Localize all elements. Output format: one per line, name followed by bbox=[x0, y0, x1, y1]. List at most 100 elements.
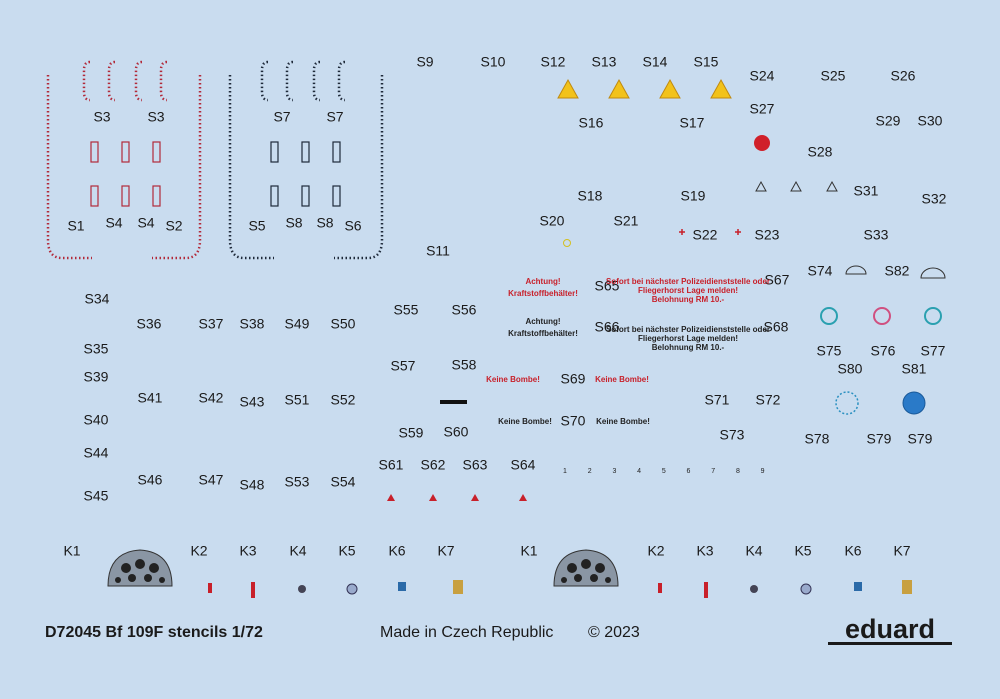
decal-number: S28 bbox=[808, 144, 833, 160]
decal-number: S16 bbox=[579, 115, 604, 131]
decal-number: S4 bbox=[105, 215, 122, 231]
decal-number: S5 bbox=[248, 218, 265, 234]
decal-number: S27 bbox=[750, 101, 775, 117]
sofort-decal: Fliegerhorst Lage melden! bbox=[638, 334, 738, 343]
k-decal-number: K7 bbox=[893, 543, 910, 559]
decal-number: S15 bbox=[694, 54, 719, 70]
decal-number: S50 bbox=[331, 316, 356, 332]
small-triangles bbox=[755, 180, 838, 192]
decal-number: S47 bbox=[199, 472, 224, 488]
decal-number: S61 bbox=[379, 457, 404, 473]
k-decal-number: K3 bbox=[696, 543, 713, 559]
decal-number: S67 bbox=[765, 272, 790, 288]
decal-number: S20 bbox=[540, 213, 565, 229]
achtung-decal: Kraftstoffbehälter! bbox=[508, 289, 578, 298]
row-triangles bbox=[387, 494, 527, 501]
sofort-decal: Belohnung RM 10.- bbox=[652, 343, 725, 352]
decal-number: S39 bbox=[84, 369, 109, 385]
decal-number: S36 bbox=[137, 316, 162, 332]
decal-number: S60 bbox=[444, 424, 469, 440]
decal-number: S1 bbox=[67, 218, 84, 234]
decal-number: S41 bbox=[138, 390, 163, 406]
decal-number: S3 bbox=[147, 109, 164, 125]
decal-number: S79 bbox=[867, 431, 892, 447]
decal-number: S12 bbox=[541, 54, 566, 70]
decal-number: S14 bbox=[643, 54, 668, 70]
decal-number: S13 bbox=[592, 54, 617, 70]
k-decal-number: K4 bbox=[289, 543, 306, 559]
k-decal-number: K6 bbox=[844, 543, 861, 559]
number-decal: 8 bbox=[736, 468, 740, 475]
decal-number: S48 bbox=[240, 477, 265, 493]
keine-bombe-decal: Keine Bombe! bbox=[595, 375, 649, 384]
k-decal-number: K5 bbox=[338, 543, 355, 559]
keine-bombe-decal: Keine Bombe! bbox=[498, 417, 552, 426]
black-bar bbox=[440, 400, 467, 404]
decal-number: S26 bbox=[891, 68, 916, 84]
decal-number: S80 bbox=[838, 361, 863, 377]
yellow-ring bbox=[563, 239, 571, 247]
red-crosses bbox=[679, 229, 741, 235]
decal-number: S73 bbox=[720, 427, 745, 443]
k-decal-number: K6 bbox=[388, 543, 405, 559]
achtung-decal: Achtung! bbox=[525, 277, 560, 286]
decal-number: S43 bbox=[240, 394, 265, 410]
decal-number: S53 bbox=[285, 474, 310, 490]
decal-number: S64 bbox=[511, 457, 536, 473]
decal-number: S68 bbox=[764, 319, 789, 335]
decal-number: S4 bbox=[137, 215, 154, 231]
decal-number: S10 bbox=[481, 54, 506, 70]
decal-number: S34 bbox=[85, 291, 110, 307]
number-decal: 3 bbox=[612, 468, 616, 475]
keine-bombe-decal: Keine Bombe! bbox=[596, 417, 650, 426]
sofort-decal: Fliegerhorst Lage melden! bbox=[638, 286, 738, 295]
brand-logo: eduard bbox=[845, 614, 935, 644]
brand-underline bbox=[828, 642, 952, 645]
k-decal-number: K7 bbox=[437, 543, 454, 559]
number-decal: 4 bbox=[637, 468, 641, 475]
copyright: © 2023 bbox=[588, 624, 640, 641]
achtung-decal: Achtung! bbox=[525, 317, 560, 326]
decal-number: S22 bbox=[693, 227, 718, 243]
sofort-decal: Sofort bei nächster Polizeidienststelle … bbox=[606, 277, 770, 286]
decal-number: S2 bbox=[165, 218, 182, 234]
k-decal-number: K1 bbox=[63, 543, 80, 559]
decal-number: S49 bbox=[285, 316, 310, 332]
decal-number: S46 bbox=[138, 472, 163, 488]
k-decal-number: K4 bbox=[745, 543, 762, 559]
decal-number: S23 bbox=[755, 227, 780, 243]
sofort-decal: Sofort bei nächster Polizeidienststelle … bbox=[606, 325, 770, 334]
decal-number: S74 bbox=[808, 263, 833, 279]
decal-number: S35 bbox=[84, 341, 109, 357]
decal-number: S25 bbox=[821, 68, 846, 84]
number-decal: 6 bbox=[687, 468, 691, 475]
decal-number: S33 bbox=[864, 227, 889, 243]
decal-number: S72 bbox=[756, 392, 781, 408]
k-small-decals bbox=[208, 580, 912, 598]
number-decal: 9 bbox=[761, 468, 765, 475]
decal-number: S76 bbox=[871, 343, 896, 359]
sheet-title: D72045 Bf 109F stencils 1/72 bbox=[45, 624, 263, 641]
decal-number: S45 bbox=[84, 488, 109, 504]
decal-number: S30 bbox=[918, 113, 943, 129]
decal-number: S32 bbox=[922, 191, 947, 207]
decal-number: S21 bbox=[614, 213, 639, 229]
k-decal-number: K5 bbox=[794, 543, 811, 559]
decal-number: S6 bbox=[344, 218, 361, 234]
decal-number: S51 bbox=[285, 392, 310, 408]
keine-bombe-decal: Keine Bombe! bbox=[486, 375, 540, 384]
decal-number: S79 bbox=[908, 431, 933, 447]
number-decal: 1 bbox=[563, 468, 567, 475]
number-decal: 5 bbox=[662, 468, 666, 475]
decal-number: S37 bbox=[199, 316, 224, 332]
decal-number: S65 bbox=[595, 278, 620, 294]
number-decal: 2 bbox=[588, 468, 592, 475]
decal-number: S57 bbox=[391, 358, 416, 374]
black-frame bbox=[228, 60, 384, 260]
decal-number: S54 bbox=[331, 474, 356, 490]
decal-number: S77 bbox=[921, 343, 946, 359]
decal-number: S42 bbox=[199, 390, 224, 406]
decal-number: S31 bbox=[854, 183, 879, 199]
decal-number: S78 bbox=[805, 431, 830, 447]
